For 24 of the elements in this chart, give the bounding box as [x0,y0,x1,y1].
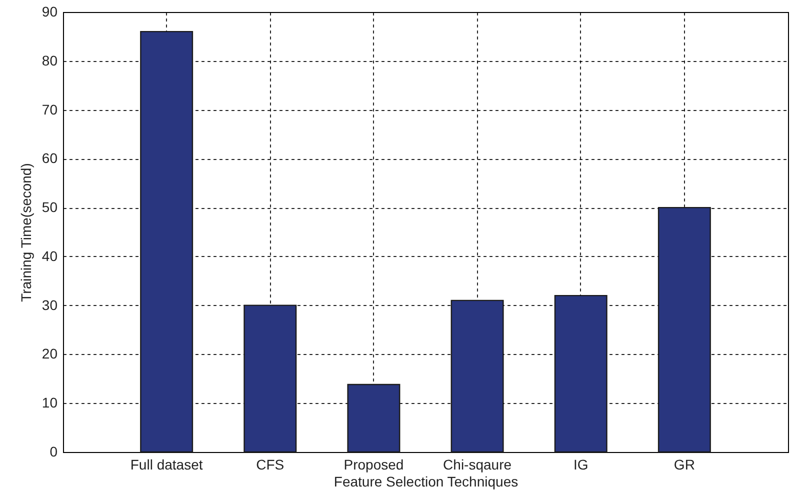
y-tick-label: 70 [42,101,58,118]
y-tick-label: 60 [42,150,58,166]
y-tick-label: 10 [42,394,58,411]
y-tick-label: 0 [50,444,58,460]
y-tick-label: 30 [42,296,58,313]
y-tick-label: 40 [42,248,58,264]
x-tick-label: Full dataset [130,456,203,472]
bar [554,294,608,453]
bar [658,206,711,453]
y-tick-label: 80 [42,52,58,68]
x-axis-title: Feature Selection Techniques [334,474,518,490]
x-tick-label: IG [573,456,588,472]
y-tick-label: 20 [42,346,58,362]
bar [347,384,400,453]
x-tick-label: Chi-sqaure [443,456,512,472]
y-tick-label: 90 [42,4,58,20]
x-tick-label: GR [674,456,695,472]
y-tick-label: 50 [42,199,58,216]
bar [450,300,504,453]
bar [244,304,297,453]
bar [140,30,194,453]
y-axis-title: Training Time(second) [18,163,34,302]
x-tick-label: Proposed [344,456,404,472]
x-tick-label: CFS [256,456,284,472]
